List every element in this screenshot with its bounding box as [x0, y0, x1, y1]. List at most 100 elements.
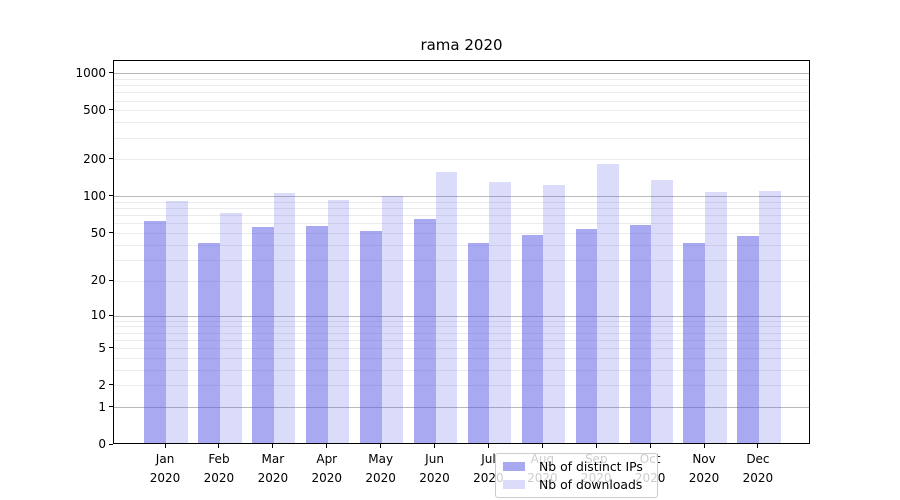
gridline-minor-70 [114, 215, 809, 217]
y-tick-mark-1000 [109, 72, 113, 74]
gridline-minor-900 [114, 78, 809, 80]
gridline-minor-800 [114, 85, 809, 87]
y-tick-label-100: 100 [83, 188, 106, 203]
x-tick-label-nov: Nov 2020 [688, 452, 720, 485]
x-tick-mark-dec [757, 444, 759, 448]
bar-downloads-jun [435, 171, 458, 443]
gridline-minor-6 [114, 339, 809, 341]
x-tick-mark-jun [434, 444, 436, 448]
x-tick-label-may: May 2020 [365, 452, 396, 485]
x-tick-label-apr: Apr 2020 [311, 452, 343, 485]
x-tick-label-jan: Jan 2020 [149, 452, 181, 485]
x-tick-mark-mar [272, 444, 274, 448]
plot-area: Nb of distinct IPs Nb of downloads [113, 60, 810, 498]
bar-ips-apr [306, 225, 328, 443]
y-tick-mark-10 [109, 314, 113, 316]
bar-ips-feb [198, 243, 220, 443]
x-tick-mark-may [380, 444, 382, 448]
x-tick-mark-feb [218, 444, 220, 448]
y-tick-mark-20 [109, 279, 113, 281]
gridline-major-10 [114, 315, 809, 317]
gridline-minor-90 [114, 201, 809, 203]
y-tick-label-0: 0 [98, 437, 106, 451]
y-tick-label-500: 500 [83, 102, 106, 117]
x-tick-mark-sep [595, 444, 597, 448]
bar-downloads-aug [543, 184, 565, 443]
legend-item-distinct-ips: Nb of distinct IPs [503, 458, 650, 476]
y-tick-label-200: 200 [83, 151, 106, 166]
y-tick-mark-200 [109, 158, 113, 160]
bar-downloads-apr [327, 199, 350, 443]
chart-title: rama 2020 [420, 36, 503, 54]
gridline-minor-30 [114, 259, 809, 261]
bar-downloads-nov [705, 192, 727, 443]
legend-item-downloads: Nb of downloads [503, 476, 650, 494]
bar-downloads-dec [758, 190, 781, 443]
bar-downloads-mar [273, 193, 296, 443]
legend-swatch-ips [503, 462, 525, 472]
x-tick-label-feb: Feb 2020 [203, 452, 235, 485]
y-tick-label-10: 10 [90, 308, 106, 323]
y-tick-mark-0 [109, 443, 113, 445]
gridline-minor-60 [114, 223, 809, 225]
bar-downloads-may [381, 195, 404, 443]
x-tick-mark-jan [164, 444, 166, 448]
gridline-minor-50 [114, 233, 809, 235]
legend-label-downloads: Nb of downloads [539, 476, 643, 492]
bar-downloads-jul [489, 181, 512, 443]
gridline-minor-8 [114, 326, 809, 328]
y-tick-mark-500 [109, 109, 113, 111]
y-tick-label-50: 50 [90, 225, 106, 240]
gridline-minor-2 [114, 385, 809, 387]
x-tick-mark-oct [649, 444, 651, 448]
y-tick-mark-100 [109, 195, 113, 197]
y-tick-label-20: 20 [90, 273, 106, 288]
x-tick-mark-aug [541, 444, 543, 448]
bar-ips-jan [144, 221, 167, 443]
gridline-minor-3 [114, 369, 809, 371]
bar-ips-jun [413, 219, 436, 443]
gridline-minor-80 [114, 208, 809, 210]
x-tick-label-mar: Mar 2020 [257, 452, 289, 485]
legend-label-ips: Nb of distinct IPs [539, 459, 643, 475]
bar-downloads-jan [166, 200, 188, 443]
y-tick-mark-5 [109, 347, 113, 349]
y-tick-label-1: 1 [98, 399, 106, 414]
gridline-minor-300 [114, 137, 809, 139]
bar-ips-nov [683, 243, 706, 443]
bar-ips-may [360, 230, 382, 443]
gridline-minor-20 [114, 280, 809, 282]
bar-ips-jul [467, 243, 490, 443]
gridline-minor-600 [114, 100, 809, 102]
legend: Nb of distinct IPs Nb of downloads [495, 453, 658, 498]
bar-ips-oct [629, 224, 652, 443]
bar-ips-aug [521, 234, 544, 443]
legend-swatch-downloads [503, 479, 525, 489]
bar-downloads-oct [651, 180, 673, 443]
x-tick-mark-jul [487, 444, 489, 448]
gridline-minor-4 [114, 357, 809, 359]
gridline-minor-200 [114, 159, 809, 161]
y-tick-label-1000: 1000 [75, 65, 106, 80]
x-tick-mark-nov [703, 444, 705, 448]
gridline-minor-700 [114, 92, 809, 94]
bar-downloads-sep [597, 164, 619, 443]
gridline-major-1000 [114, 73, 809, 75]
gridline-minor-40 [114, 244, 809, 246]
x-tick-mark-apr [326, 444, 328, 448]
gridline-minor-500 [114, 110, 809, 112]
y-tick-mark-50 [109, 232, 113, 234]
gridline-minor-5 [114, 348, 809, 350]
gridline-major-1 [114, 407, 809, 409]
gridline-minor-7 [114, 332, 809, 334]
gridline-major-100 [114, 196, 809, 198]
bar-ips-dec [737, 236, 759, 443]
y-tick-mark-1 [109, 406, 113, 408]
x-tick-label-dec: Dec 2020 [742, 452, 774, 485]
bar-downloads-feb [219, 213, 242, 443]
gridline-minor-9 [114, 320, 809, 322]
x-tick-label-jun: Jun 2020 [419, 452, 450, 485]
y-tick-label-2: 2 [98, 377, 106, 392]
bar-ips-mar [252, 226, 274, 443]
